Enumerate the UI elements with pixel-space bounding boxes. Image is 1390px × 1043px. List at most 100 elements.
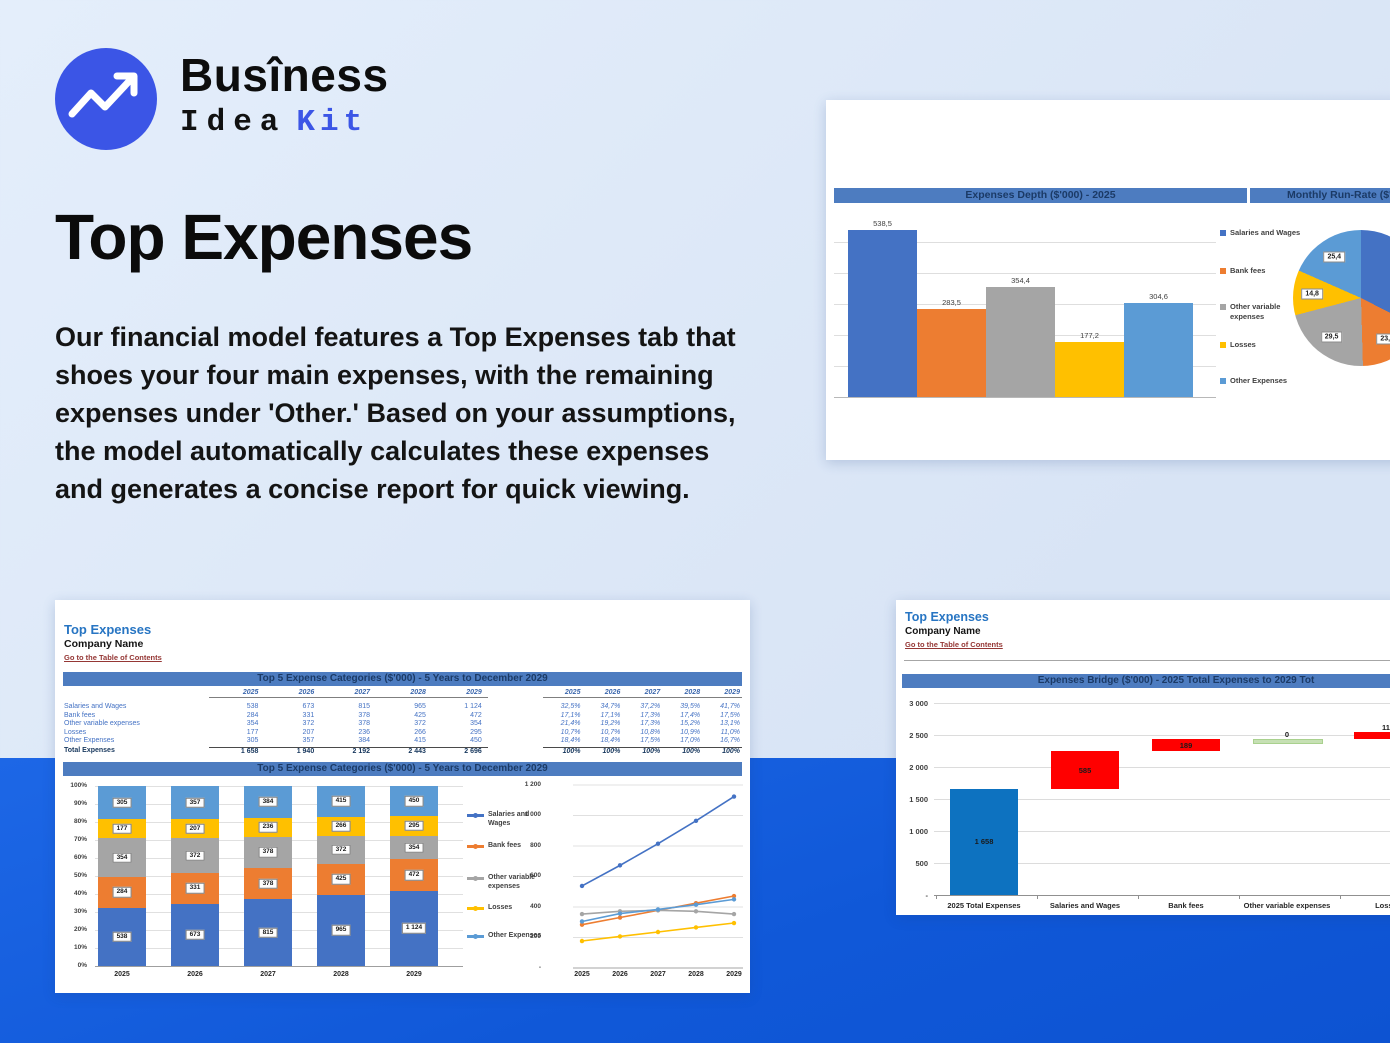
table-row: Other Expenses 305 357 384 415 450 18,4% 18,4% 1… [63, 737, 742, 746]
row-label [63, 689, 209, 698]
segment-label: 965 [331, 925, 351, 936]
segment-label: 815 [258, 927, 278, 938]
cell-percent: 2028 [662, 689, 703, 698]
cell-value: 2 192 [320, 746, 377, 756]
legend-label: Bank fees [488, 842, 522, 849]
segment-label: 354 [112, 852, 132, 863]
cell-percent: 17,1% [600, 711, 621, 719]
segment-label: 284 [112, 886, 132, 898]
row-label: Salaries and Wages [64, 703, 127, 710]
spacer [488, 712, 543, 721]
line-chart-y-axis: - 200 400 600 800 1 000 1 200 [499, 770, 545, 980]
bar [1124, 302, 1193, 397]
y-tick-label: 10% [73, 944, 87, 951]
y-tick-label: 0% [77, 962, 87, 969]
x-tick-label: 2029 [726, 971, 742, 978]
legend-item: Other variable expenses [467, 873, 547, 891]
cell-value: 372 [302, 720, 315, 728]
gridline [834, 397, 1216, 398]
y-tick-label: 3 000 [909, 698, 928, 708]
row-label: Other variable expenses [64, 720, 140, 728]
row-label: Losses [64, 728, 87, 736]
cell-percent: 100% [662, 746, 703, 756]
legend-label: Salaries and Wages [1230, 228, 1301, 237]
gridline [934, 735, 1390, 736]
chart-header-monthly-runrate: Monthly Run-Rate ($'000 [1250, 188, 1390, 203]
table-row: Losses 177 207 236 266 295 10,7% 10,7% 10,8% 10,9… [63, 729, 742, 738]
y-tick-label: 1 200 [524, 780, 541, 788]
segment-label: 305 [112, 797, 132, 808]
y-tick-label: 2 500 [909, 730, 928, 740]
cell-percent: 32,5% [560, 703, 581, 710]
table-of-contents-link[interactable]: Go to the Table of Contents [905, 640, 1003, 649]
axis-tick [936, 895, 937, 899]
chart-header-top5-stacked: Top 5 Expense Categories ($'000) - 5 Yea… [63, 762, 742, 776]
x-tick-label: 2025 [574, 971, 590, 978]
cell-percent: 100% [622, 746, 663, 756]
y-tick-label: 20% [73, 926, 87, 933]
cell-value: 2 443 [376, 746, 432, 756]
cell-percent: 19,2% [600, 720, 621, 728]
five-year-line-chart [573, 784, 743, 969]
segment-label: 538 [112, 931, 132, 943]
y-tick-label: 1 500 [909, 794, 928, 804]
segment-label: 266 [331, 821, 351, 832]
y-tick-label: 90% [73, 800, 87, 807]
gridline [934, 799, 1390, 800]
segment-label: 295 [404, 820, 424, 832]
sheet-company-name: Company Name [64, 638, 144, 650]
cell-value: 295 [470, 728, 482, 736]
x-tick-label: 2026 [612, 971, 628, 978]
screenshot-card-bridge: Top Expenses Company Name Go to the Tabl… [896, 600, 1390, 915]
axis-tick [1340, 895, 1341, 899]
table-of-contents-link[interactable]: Go to the Table of Contents [64, 653, 162, 662]
segment-label: 1 124 [401, 923, 427, 934]
cell-percent: 34,7% [600, 703, 621, 710]
y-tick-label: 50% [73, 872, 87, 879]
cell-percent: 17,4% [680, 711, 701, 719]
segment-label: 415 [331, 796, 351, 807]
y-tick-label: 30% [73, 908, 87, 915]
cell-percent: 10,9% [680, 728, 701, 736]
cell-value: 1 940 [264, 746, 321, 756]
segment-label: 378 [258, 847, 278, 858]
spacer [488, 729, 543, 738]
y-tick-label: 200 [530, 933, 541, 940]
segment-label: 425 [331, 873, 351, 885]
cell-percent: 11,0% [720, 728, 740, 736]
spacer [488, 747, 543, 756]
segment-label: 372 [185, 850, 205, 861]
legend-item: Losses [467, 903, 547, 912]
cell-value: 450 [470, 737, 482, 745]
bar-value-label: 304,6 [1149, 291, 1168, 301]
chart-header-bridge: Expenses Bridge ($'000) - 2025 Total Exp… [902, 674, 1390, 688]
cell-value: 372 [414, 720, 426, 728]
x-tick-label: 2027 [650, 971, 666, 978]
cell-percent: 2025 [542, 689, 583, 698]
y-tick-label: 2 000 [909, 762, 928, 772]
cell-value: 2029 [431, 689, 488, 698]
x-category-label: Salaries and Wages [1049, 901, 1121, 910]
segment-label: 673 [185, 929, 205, 941]
cell-percent: 10,7% [560, 728, 581, 736]
y-tick-label: 500 [915, 858, 928, 868]
legend-item: Bank fees [1220, 266, 1312, 276]
table-row: 2025 2026 2027 2028 2029 2025 2026 2027 2028 2029 [63, 689, 742, 698]
cell-percent: 17,1% [560, 711, 581, 719]
cell-value: 1 658 [208, 746, 265, 756]
pie-slice-label: 23,6 [1376, 333, 1390, 345]
legend-line-marker-icon [467, 812, 484, 818]
segment-label: 372 [331, 844, 351, 856]
bar-value-label: 0 [1284, 730, 1290, 740]
segment-label: 207 [185, 823, 205, 834]
cell-percent: 21,4% [560, 720, 581, 728]
cell-value: 2027 [320, 689, 377, 698]
cell-value: 673 [302, 703, 315, 710]
y-tick-label: 80% [73, 818, 87, 825]
table-year-row: 2025 2026 2027 2028 2029 2025 2026 2027 2028 2029 [63, 689, 742, 698]
legend-swatch [1220, 304, 1226, 310]
brand-word-business: Busîness [180, 49, 389, 101]
cell-percent: 18,4% [560, 737, 581, 745]
cell-value: 236 [358, 728, 371, 736]
x-category-label: 2025 Total Expenses [947, 901, 1021, 910]
